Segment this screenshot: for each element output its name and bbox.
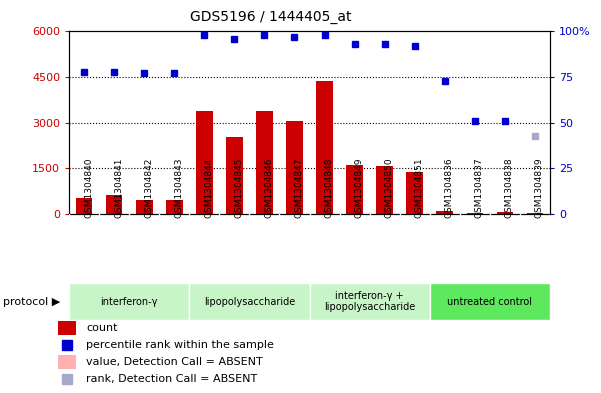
Bar — [256, 111, 273, 214]
Text: GSM1304848: GSM1304848 — [325, 157, 334, 218]
Bar — [346, 165, 363, 214]
Bar — [376, 166, 393, 214]
Text: GSM1304838: GSM1304838 — [505, 157, 514, 218]
Text: protocol ▶: protocol ▶ — [3, 297, 60, 307]
Text: GSM1304836: GSM1304836 — [445, 157, 454, 218]
Text: interferon-γ: interferon-γ — [100, 297, 158, 307]
Text: untreated control: untreated control — [447, 297, 532, 307]
Text: GSM1304846: GSM1304846 — [264, 157, 273, 218]
Text: value, Detection Call = ABSENT: value, Detection Call = ABSENT — [87, 357, 263, 367]
Text: GSM1304843: GSM1304843 — [174, 157, 183, 218]
Text: GDS5196 / 1444405_at: GDS5196 / 1444405_at — [190, 10, 351, 24]
Bar — [166, 200, 183, 214]
Text: GSM1304845: GSM1304845 — [234, 157, 243, 218]
Text: count: count — [87, 323, 118, 333]
Bar — [58, 321, 76, 335]
Bar — [76, 198, 93, 214]
Text: GSM1304844: GSM1304844 — [204, 157, 213, 218]
Text: GSM1304840: GSM1304840 — [84, 157, 93, 218]
Bar — [526, 213, 543, 214]
Text: GSM1304849: GSM1304849 — [355, 157, 364, 218]
Bar — [226, 136, 243, 214]
Text: GSM1304841: GSM1304841 — [114, 157, 123, 218]
Text: lipopolysaccharide: lipopolysaccharide — [204, 297, 295, 307]
Bar — [69, 283, 189, 320]
Bar — [136, 200, 153, 214]
Bar — [436, 211, 453, 214]
Bar — [286, 121, 303, 214]
Text: GSM1304847: GSM1304847 — [294, 157, 304, 218]
Text: GSM1304850: GSM1304850 — [385, 157, 394, 218]
Text: GSM1304837: GSM1304837 — [475, 157, 484, 218]
Text: GSM1304842: GSM1304842 — [144, 157, 153, 218]
Text: rank, Detection Call = ABSENT: rank, Detection Call = ABSENT — [87, 374, 258, 384]
Bar — [316, 81, 333, 214]
Bar — [196, 111, 213, 214]
Bar — [58, 355, 76, 369]
Bar — [106, 195, 123, 214]
Bar — [496, 212, 513, 214]
Bar — [466, 213, 483, 214]
Text: interferon-γ +
lipopolysaccharide: interferon-γ + lipopolysaccharide — [324, 291, 415, 312]
Text: percentile rank within the sample: percentile rank within the sample — [87, 340, 274, 350]
Text: GSM1304851: GSM1304851 — [415, 157, 424, 218]
Bar — [430, 283, 550, 320]
Bar — [189, 283, 310, 320]
Text: GSM1304839: GSM1304839 — [535, 157, 544, 218]
Bar — [310, 283, 430, 320]
Bar — [406, 172, 423, 214]
